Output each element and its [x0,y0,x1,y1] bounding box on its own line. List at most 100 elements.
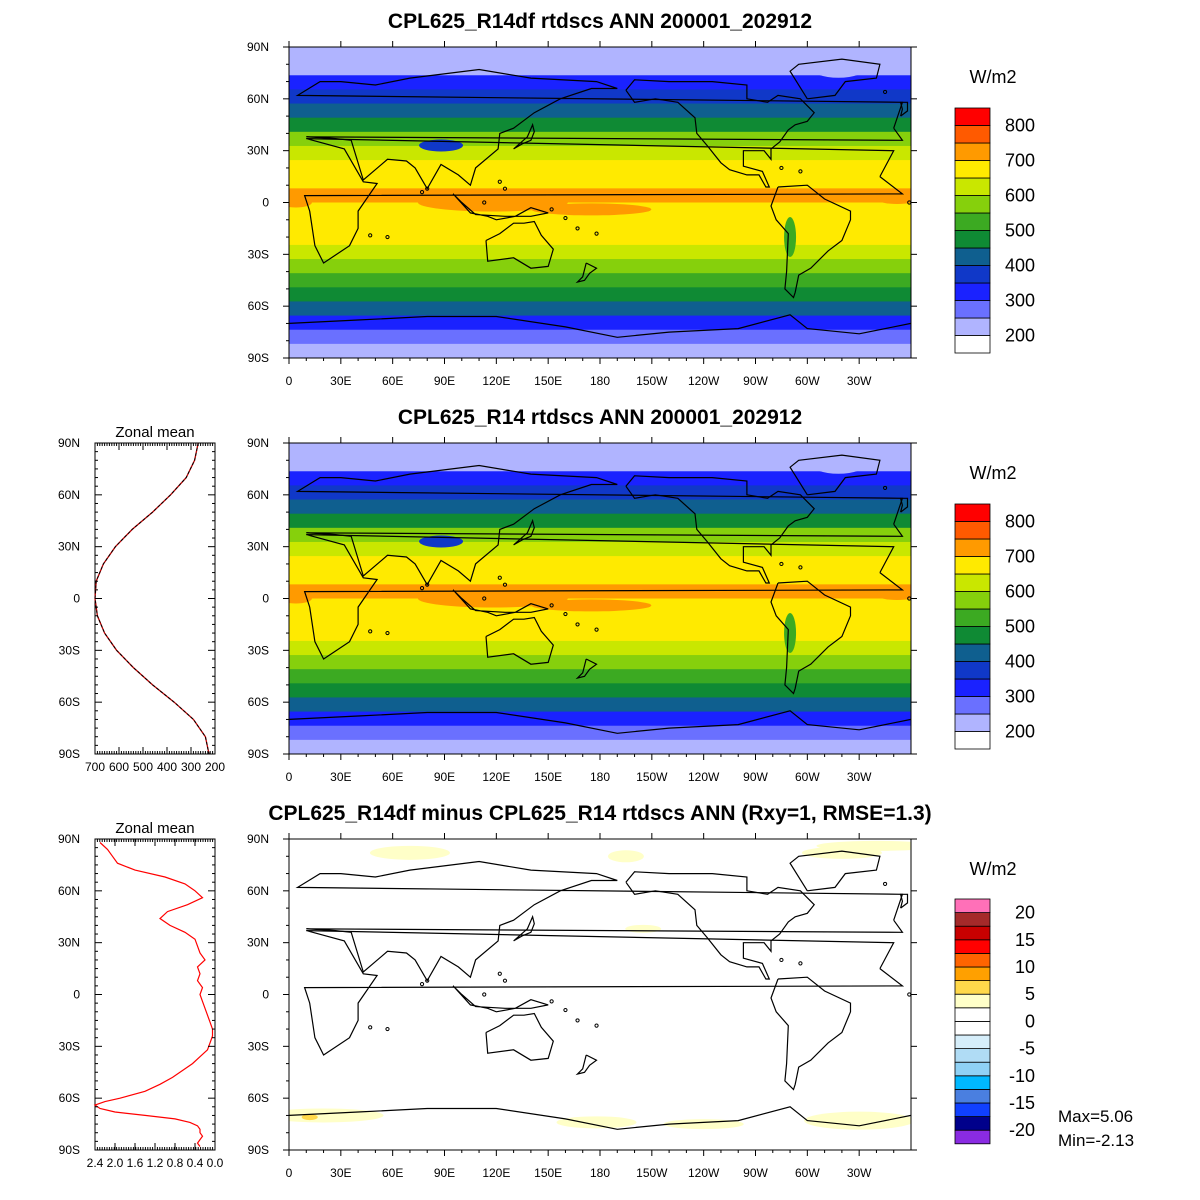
colorbar-label: 200 [1005,326,1035,346]
colorbar-box [954,538,991,557]
ice-region [810,453,867,474]
map-background [289,839,911,1150]
island [798,565,803,570]
island [549,603,554,608]
colorbar-box [954,142,991,161]
zonal-mean-2-title: Zonal mean [115,424,194,441]
lat-band [289,47,911,62]
andes-region [784,217,797,258]
island [594,627,599,632]
zonal-lat-label: 60N [58,488,80,502]
island [798,169,803,174]
colorbar-box [954,107,991,126]
colorbar-box [954,177,991,196]
maxima-region [877,590,911,601]
lat-band [289,556,911,571]
coastline [625,475,816,584]
lon-tick-label: 120W [688,374,720,388]
colorbar-label: -5 [1019,1039,1035,1059]
island [594,1023,599,1028]
colorbar-label: 300 [1005,687,1035,707]
zonal-x-label: 300 [181,760,201,774]
island [425,978,430,983]
lon-tick-label: 150E [534,1166,562,1180]
lat-tick-label: 60S [248,299,269,313]
lon-tick-label: 30E [330,770,351,784]
colorbar-box [954,1007,991,1022]
colorbar-box [954,230,991,249]
coastline [289,710,911,734]
island [575,226,580,231]
difference-region [289,1108,384,1123]
colorbar-label: 500 [1005,221,1035,241]
lon-tick-label: 150E [534,374,562,388]
colorbar-label: 300 [1005,291,1035,311]
zonal-lat-label: 60N [58,884,80,898]
lat-band [289,160,911,175]
zonal-mean-3-title: Zonal mean [115,820,194,837]
colorbar-label: 800 [1005,512,1035,532]
colorbar-box [954,1129,991,1145]
island [549,207,554,212]
coastline [303,930,905,1056]
lat-band [289,570,911,585]
colorbar-label: 700 [1005,547,1035,567]
coastline [513,914,535,942]
lon-tick-label: 150E [534,770,562,784]
zonal-x-label: 0.0 [207,1156,224,1170]
island [419,982,425,987]
zonal-lat-label: 60S [59,1091,80,1105]
lat-band [289,259,911,274]
lon-tick-label: 30W [847,770,872,784]
colorbar-box [954,335,991,354]
lon-tick-label: 120E [482,770,510,784]
zonal-frame [94,838,216,1151]
plateau-region [419,535,464,548]
zonal-frame [94,442,216,755]
zonal-x-label: 400 [157,760,177,774]
colorbar-box [954,1116,991,1131]
lon-tick-label: 0 [286,1166,293,1180]
difference-region [816,840,911,851]
map-panel-3: 90N 60N 30N 0 30S 60S 90S 0 30E 60E 90E 120E 150E 180… [247,832,917,1180]
colorbar-box [954,556,991,575]
coastline [770,184,852,299]
colorbar-box [954,626,991,645]
plateau-region [419,139,464,152]
island [419,586,425,591]
coastline [295,68,904,190]
island [497,575,502,580]
island [502,186,508,191]
lat-band [289,443,911,458]
coastline [289,314,911,338]
lat-band [289,301,911,317]
colorbar-box [954,503,991,522]
lon-tick-label: 180 [590,374,610,388]
lon-tick-label: 60E [382,770,403,784]
max-value: Max=5.06 [1058,1107,1133,1126]
coastline [575,658,598,680]
colorbar-2-units: W/m2 [970,463,1017,483]
island [368,629,373,634]
lon-tick-label: 30W [847,374,872,388]
colorbar-label: -20 [1009,1120,1035,1140]
zonal-lat-label: 30S [59,1039,80,1053]
colorbar-label: 400 [1005,256,1035,276]
zonal-mean-panel-2: 90N 60N 30N 0 30S 60S 90S 700 600 500 400 300 200 [58,436,225,774]
zonal-lat-label: 90S [59,1143,80,1157]
island [425,582,430,587]
coastline [485,616,554,665]
lon-tick-label: 180 [590,1166,610,1180]
lat-tick-label: 90N [247,832,269,846]
lat-band [289,273,911,288]
colorbar-box [954,912,991,927]
island [575,622,580,627]
lon-tick-label: 30W [847,1166,872,1180]
colorbar-2: 800 700 600 500 400 300 200 [954,503,1035,750]
island [425,186,430,191]
colorbar-label: 20 [1015,903,1035,923]
island [563,1007,568,1013]
coastline [513,122,535,150]
coastline [789,850,881,892]
map-area [289,47,911,358]
